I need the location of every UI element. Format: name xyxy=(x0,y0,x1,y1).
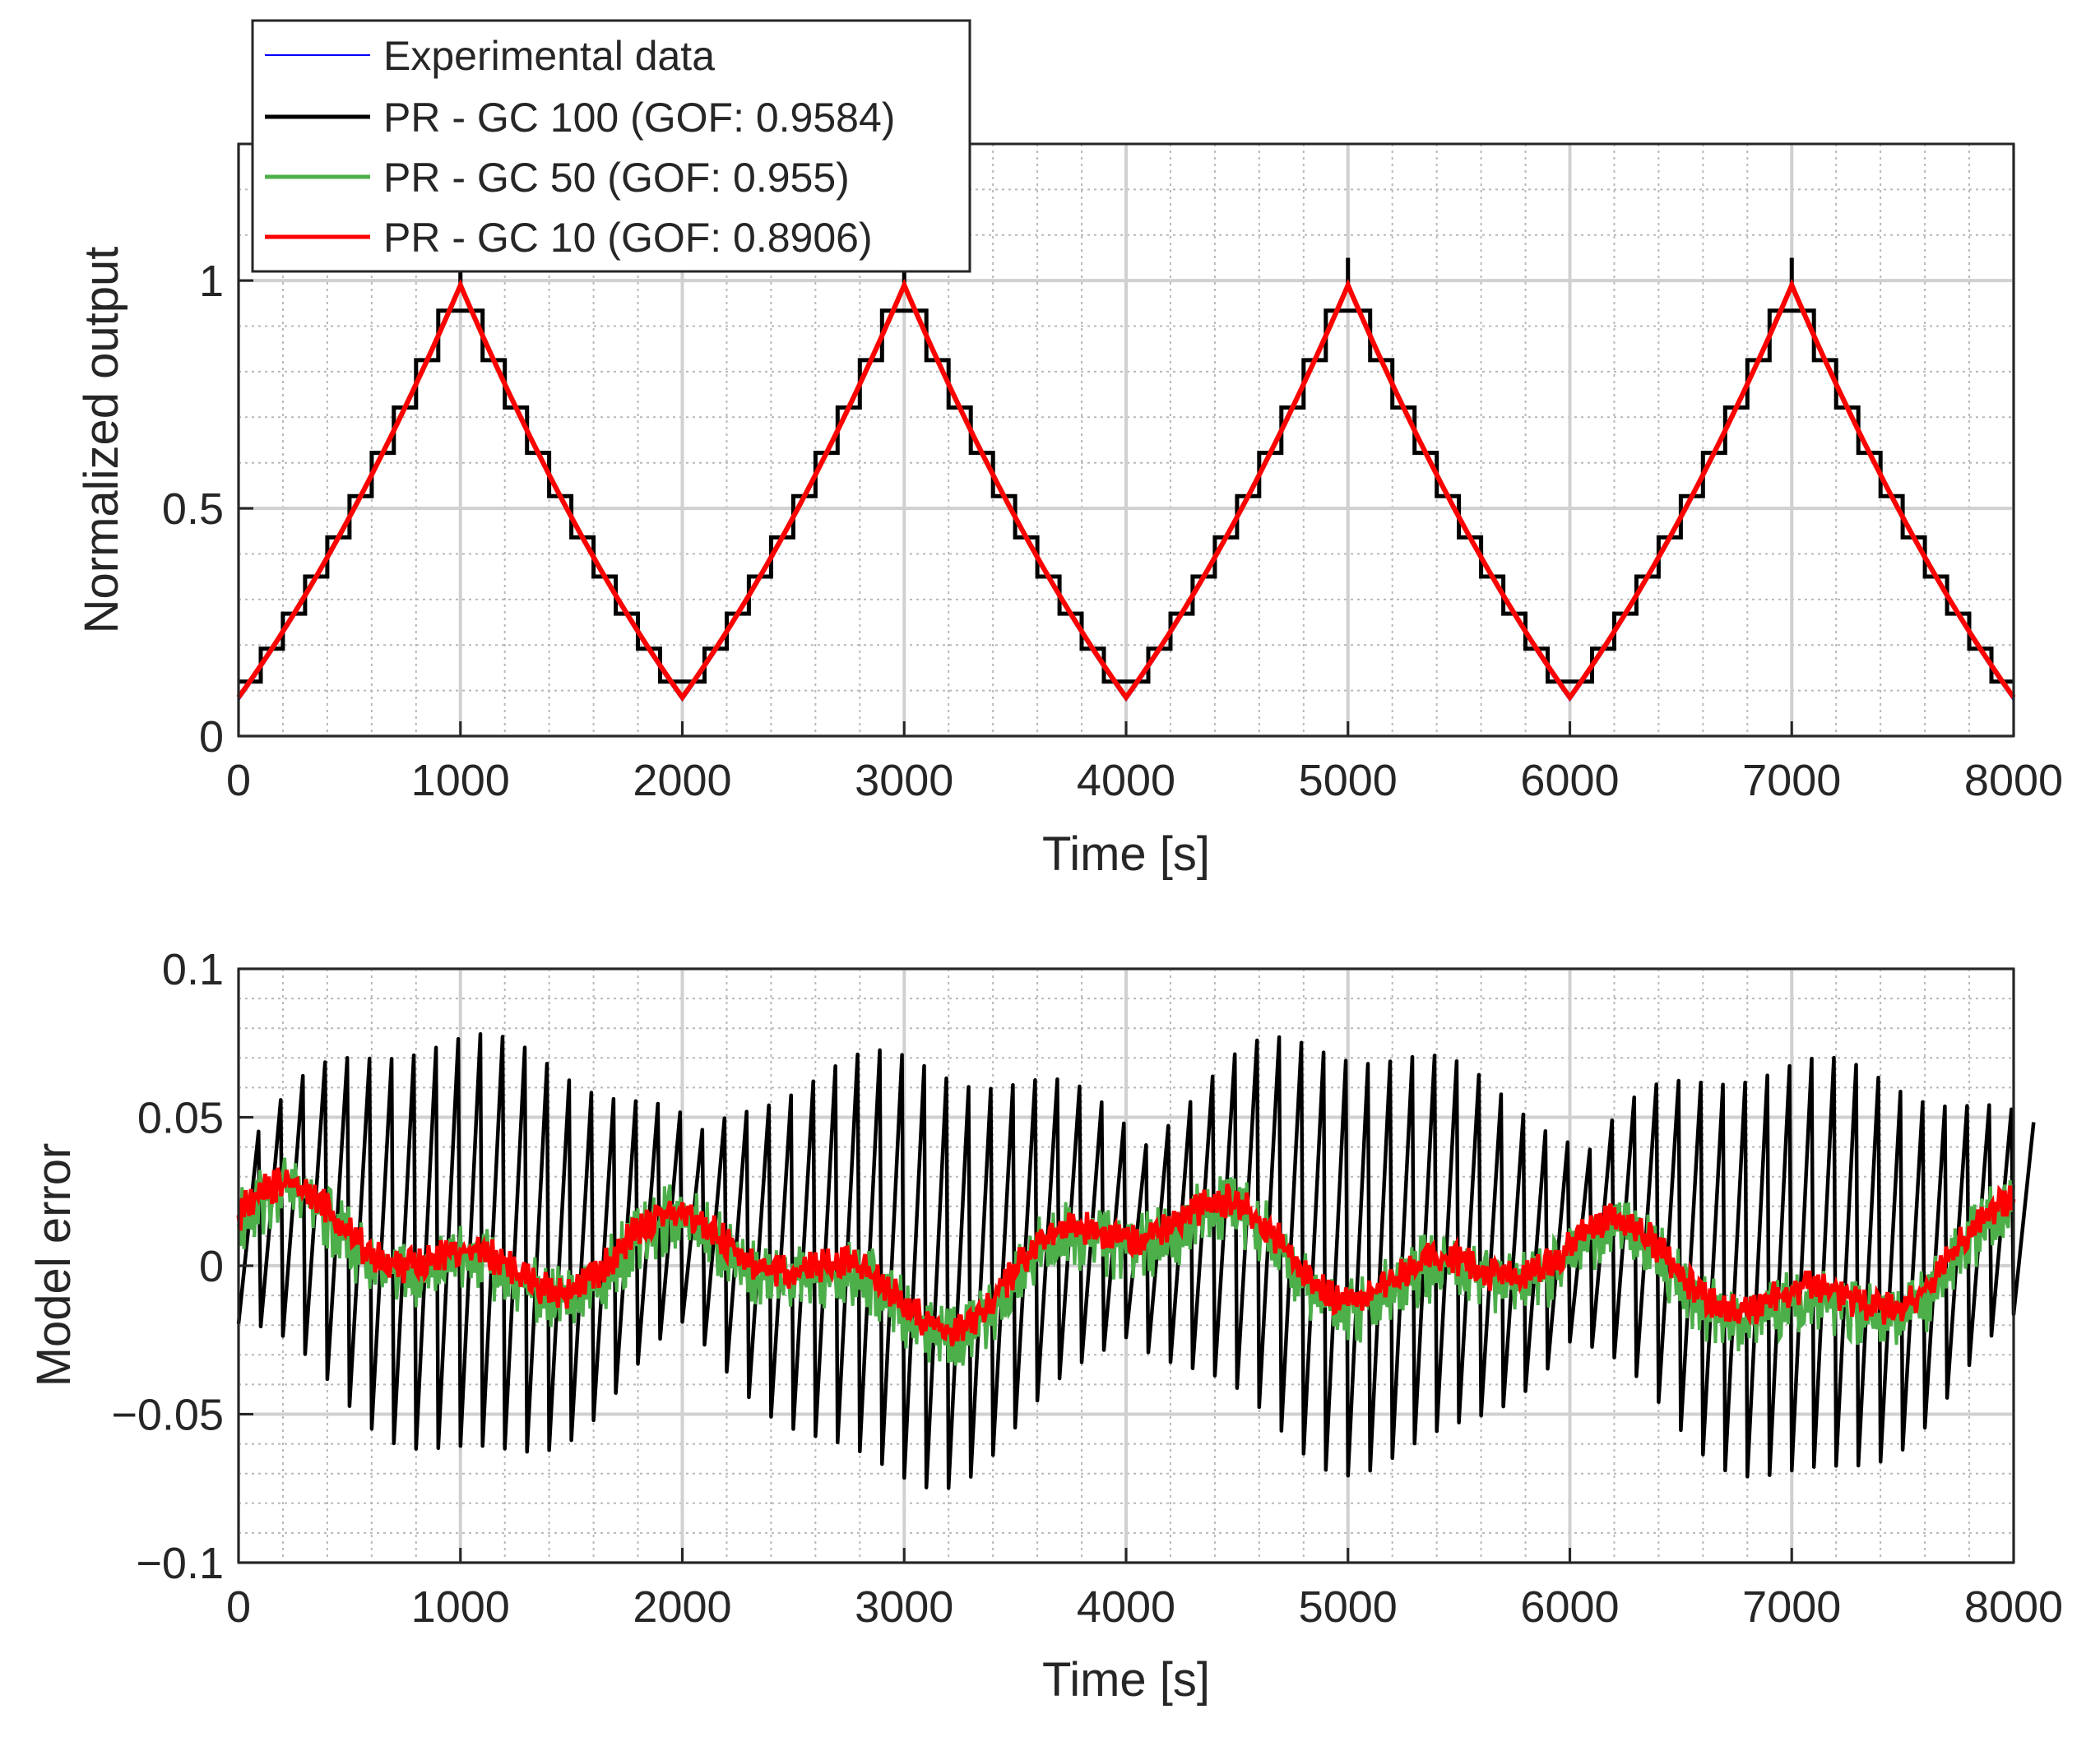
bottom-ticks: 0 1000 2000 3000 4000 5000 6000 7000 8000 −0.1 −0.… xyxy=(111,945,2063,1632)
top-y-axis-label: Normalized output xyxy=(75,247,128,634)
legend-label-gc10: PR - GC 10 (GOF: 0.8906) xyxy=(383,215,873,261)
top-x-tick-label: 5000 xyxy=(1299,756,1398,805)
top-plot-area xyxy=(236,257,2016,702)
top-y-tick-label: 1 xyxy=(199,257,224,306)
top-ticks: 0 1000 2000 3000 4000 5000 6000 7000 8000 0 0.5 1 xyxy=(162,257,2063,805)
top-x-tick-label: 0 xyxy=(226,756,251,805)
legend-label-experimental: Experimental data xyxy=(383,33,715,79)
bottom-x-axis-label: Time [s] xyxy=(1042,1653,1210,1707)
bottom-x-tick-label: 3000 xyxy=(855,1582,953,1632)
bottom-x-tick-label: 0 xyxy=(226,1582,251,1632)
top-x-tick-label: 1000 xyxy=(411,756,510,805)
bottom-x-tick-label: 8000 xyxy=(1964,1582,2063,1632)
bottom-x-tick-label: 6000 xyxy=(1520,1582,1619,1632)
bottom-y-tick-label: 0.1 xyxy=(162,945,224,994)
bottom-x-tick-label: 1000 xyxy=(411,1582,510,1632)
legend-box xyxy=(251,19,971,273)
top-y-tick-label: 0.5 xyxy=(162,484,224,534)
bottom-x-tick-label: 4000 xyxy=(1077,1582,1175,1632)
top-data-lines xyxy=(236,257,2016,702)
bottom-y-tick-label: −0.05 xyxy=(111,1391,224,1440)
bottom-x-tick-label: 5000 xyxy=(1299,1582,1398,1632)
top-x-tick-label: 4000 xyxy=(1077,756,1175,805)
bottom-plot-area xyxy=(236,1032,2036,1490)
bottom-y-tick-label: −0.1 xyxy=(136,1539,224,1588)
series-gc10-error-line xyxy=(236,1167,2016,1346)
top-x-tick-label: 8000 xyxy=(1964,756,2063,805)
legend: Experimental data PR - GC 100 (GOF: 0.95… xyxy=(251,19,971,273)
top-x-tick-label: 2000 xyxy=(633,756,731,805)
bottom-y-axis-label: Model error xyxy=(27,1143,81,1387)
top-x-tick-label: 3000 xyxy=(855,756,953,805)
top-x-tick-label: 7000 xyxy=(1742,756,1841,805)
bottom-x-tick-label: 2000 xyxy=(633,1582,731,1632)
bottom-x-tick-label: 7000 xyxy=(1742,1582,1841,1632)
legend-label-gc100: PR - GC 100 (GOF: 0.9584) xyxy=(383,95,895,141)
bottom-y-tick-label: 0.05 xyxy=(137,1094,224,1143)
top-x-tick-label: 6000 xyxy=(1520,756,1619,805)
top-x-axis-label: Time [s] xyxy=(1042,827,1210,881)
top-y-tick-label: 0 xyxy=(199,712,224,762)
series-gc10-output-line xyxy=(236,279,2016,702)
bottom-y-tick-label: 0 xyxy=(199,1242,224,1291)
bottom-data-lines xyxy=(236,1032,2036,1490)
legend-label-gc50: PR - GC 50 (GOF: 0.955) xyxy=(383,155,850,201)
series-gc100-output-line xyxy=(239,308,2014,684)
